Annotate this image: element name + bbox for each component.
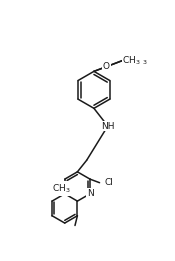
Text: CH$_3$: CH$_3$ [51, 182, 70, 195]
Text: CH$_3$: CH$_3$ [129, 54, 147, 67]
Text: O: O [103, 62, 110, 71]
Text: NH: NH [101, 122, 114, 130]
Text: O: O [103, 62, 110, 71]
Text: Cl: Cl [104, 178, 113, 187]
Text: CH$_3$: CH$_3$ [122, 54, 141, 67]
Text: N: N [87, 189, 93, 198]
